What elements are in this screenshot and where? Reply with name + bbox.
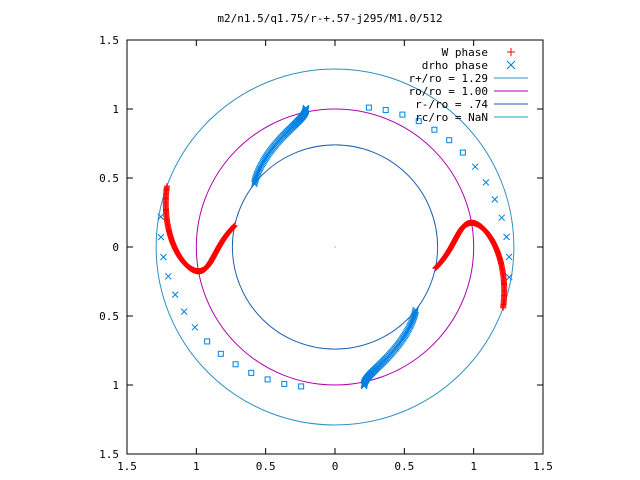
legend-label: drho phase	[422, 59, 488, 72]
drho-point	[503, 233, 510, 241]
y-tick-label: 1.5	[99, 34, 119, 47]
w-phase-layer	[162, 183, 508, 311]
legend-label: r-/ro = .74	[415, 98, 488, 111]
x-tick-label: 1.5	[117, 460, 137, 473]
drho-point	[302, 104, 310, 112]
drho-point	[298, 383, 305, 390]
x-tick-label: 1	[470, 460, 477, 473]
drho-point	[204, 338, 211, 345]
chart-title: m2/n1.5/q1.75/r-+.57-j295/M1.0/512	[217, 12, 442, 25]
y-tick-label: 0	[112, 241, 119, 254]
circles-layer	[155, 68, 515, 426]
center-point	[334, 246, 336, 248]
drho-point	[399, 111, 406, 118]
drho-point	[180, 308, 188, 316]
y-tick-label: 0.5	[99, 172, 119, 185]
y-tick-label: 1	[112, 103, 119, 116]
drho-point	[191, 323, 199, 331]
drho-point	[459, 149, 466, 156]
drho-point	[264, 376, 271, 383]
y-tick-label: 1.5	[99, 448, 119, 461]
drho-point	[157, 233, 165, 241]
drho-point	[171, 291, 179, 298]
drho-phase-layer	[157, 104, 513, 390]
drho-point	[446, 137, 453, 144]
drho-point	[382, 107, 389, 114]
legend-label: W phase	[442, 46, 488, 59]
drho-point	[232, 361, 239, 368]
legend-label: r+/ro = 1.29	[409, 72, 488, 85]
legend-marker	[506, 60, 516, 70]
drho-point	[160, 253, 167, 261]
w-point	[163, 183, 170, 190]
circle-roro	[195, 108, 475, 386]
drho-point	[431, 126, 438, 133]
axis-ticks: 1.5 1 0.5 0 0.5 1 1.51.510.500.511.5	[99, 34, 553, 473]
x-tick-label: 0.5	[394, 460, 414, 473]
circle-rro	[155, 68, 515, 426]
circle-rro	[231, 144, 439, 350]
drho-point	[471, 163, 479, 171]
drho-point	[360, 382, 368, 390]
drho-point	[281, 380, 288, 387]
x-tick-label: 0.5	[256, 460, 276, 473]
w-point	[500, 304, 507, 311]
drho-point	[365, 104, 372, 111]
y-tick-label: 0.5	[99, 310, 119, 323]
x-tick-label: 0	[332, 460, 339, 473]
legend-marker	[507, 48, 515, 56]
legend-label: rc/ro = NaN	[415, 111, 488, 124]
drho-point	[505, 253, 513, 261]
y-tick-label: 1	[112, 379, 119, 392]
legend-label: ro/ro = 1.00	[409, 85, 488, 98]
drho-point	[505, 273, 513, 281]
drho-point	[498, 214, 506, 222]
drho-point	[415, 118, 422, 125]
x-tick-label: 1	[193, 460, 200, 473]
drho-point	[157, 213, 165, 221]
drho-point	[217, 350, 224, 357]
drho-point	[482, 178, 490, 186]
drho-point	[491, 196, 499, 203]
drho-point	[164, 272, 172, 280]
drho-point	[248, 369, 255, 376]
x-tick-label: 1.5	[533, 460, 553, 473]
